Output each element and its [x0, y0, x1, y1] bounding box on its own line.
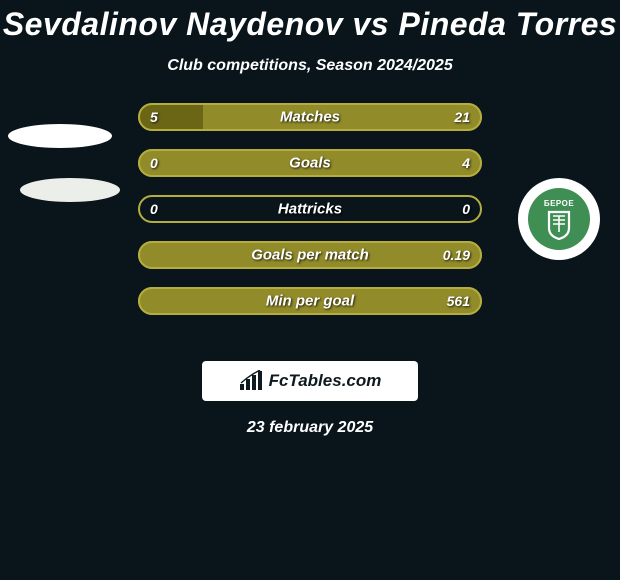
stat-label: Hattricks: [138, 201, 482, 218]
page-title: Sevdalinov Naydenov vs Pineda Torres: [0, 0, 620, 43]
stat-label: Goals per match: [138, 247, 482, 264]
stat-label: Matches: [138, 109, 482, 126]
stat-value-right: 0.19: [443, 247, 470, 263]
stat-value-left: 0: [150, 201, 158, 217]
stat-value-right: 0: [462, 201, 470, 217]
stats-area: Matches521Goals04Hattricks00Goals per ma…: [0, 103, 620, 333]
stat-row: Matches5 21: [138, 103, 482, 131]
stat-row: Goals0 4: [138, 149, 482, 177]
stat-row: Hattricks0 0: [138, 195, 482, 223]
stat-label: Min per goal: [138, 293, 482, 310]
stat-value-right: 21: [454, 109, 470, 125]
stat-value-left: 5: [150, 109, 158, 125]
page-subtitle: Club competitions, Season 2024/2025: [0, 57, 620, 75]
site-text: FcTables.com: [269, 371, 382, 391]
stat-value-right: 4: [462, 155, 470, 171]
site-attribution: FcTables.com: [202, 361, 418, 401]
snapshot-date: 23 february 2025: [0, 419, 620, 437]
stat-row: Min per goal561: [138, 287, 482, 315]
stat-row: Goals per match0.19: [138, 241, 482, 269]
stat-label: Goals: [138, 155, 482, 172]
stat-bars: Matches521Goals04Hattricks00Goals per ma…: [138, 103, 482, 333]
stat-value-left: 0: [150, 155, 158, 171]
stat-value-right: 561: [447, 293, 470, 309]
bars-icon: [239, 370, 263, 392]
